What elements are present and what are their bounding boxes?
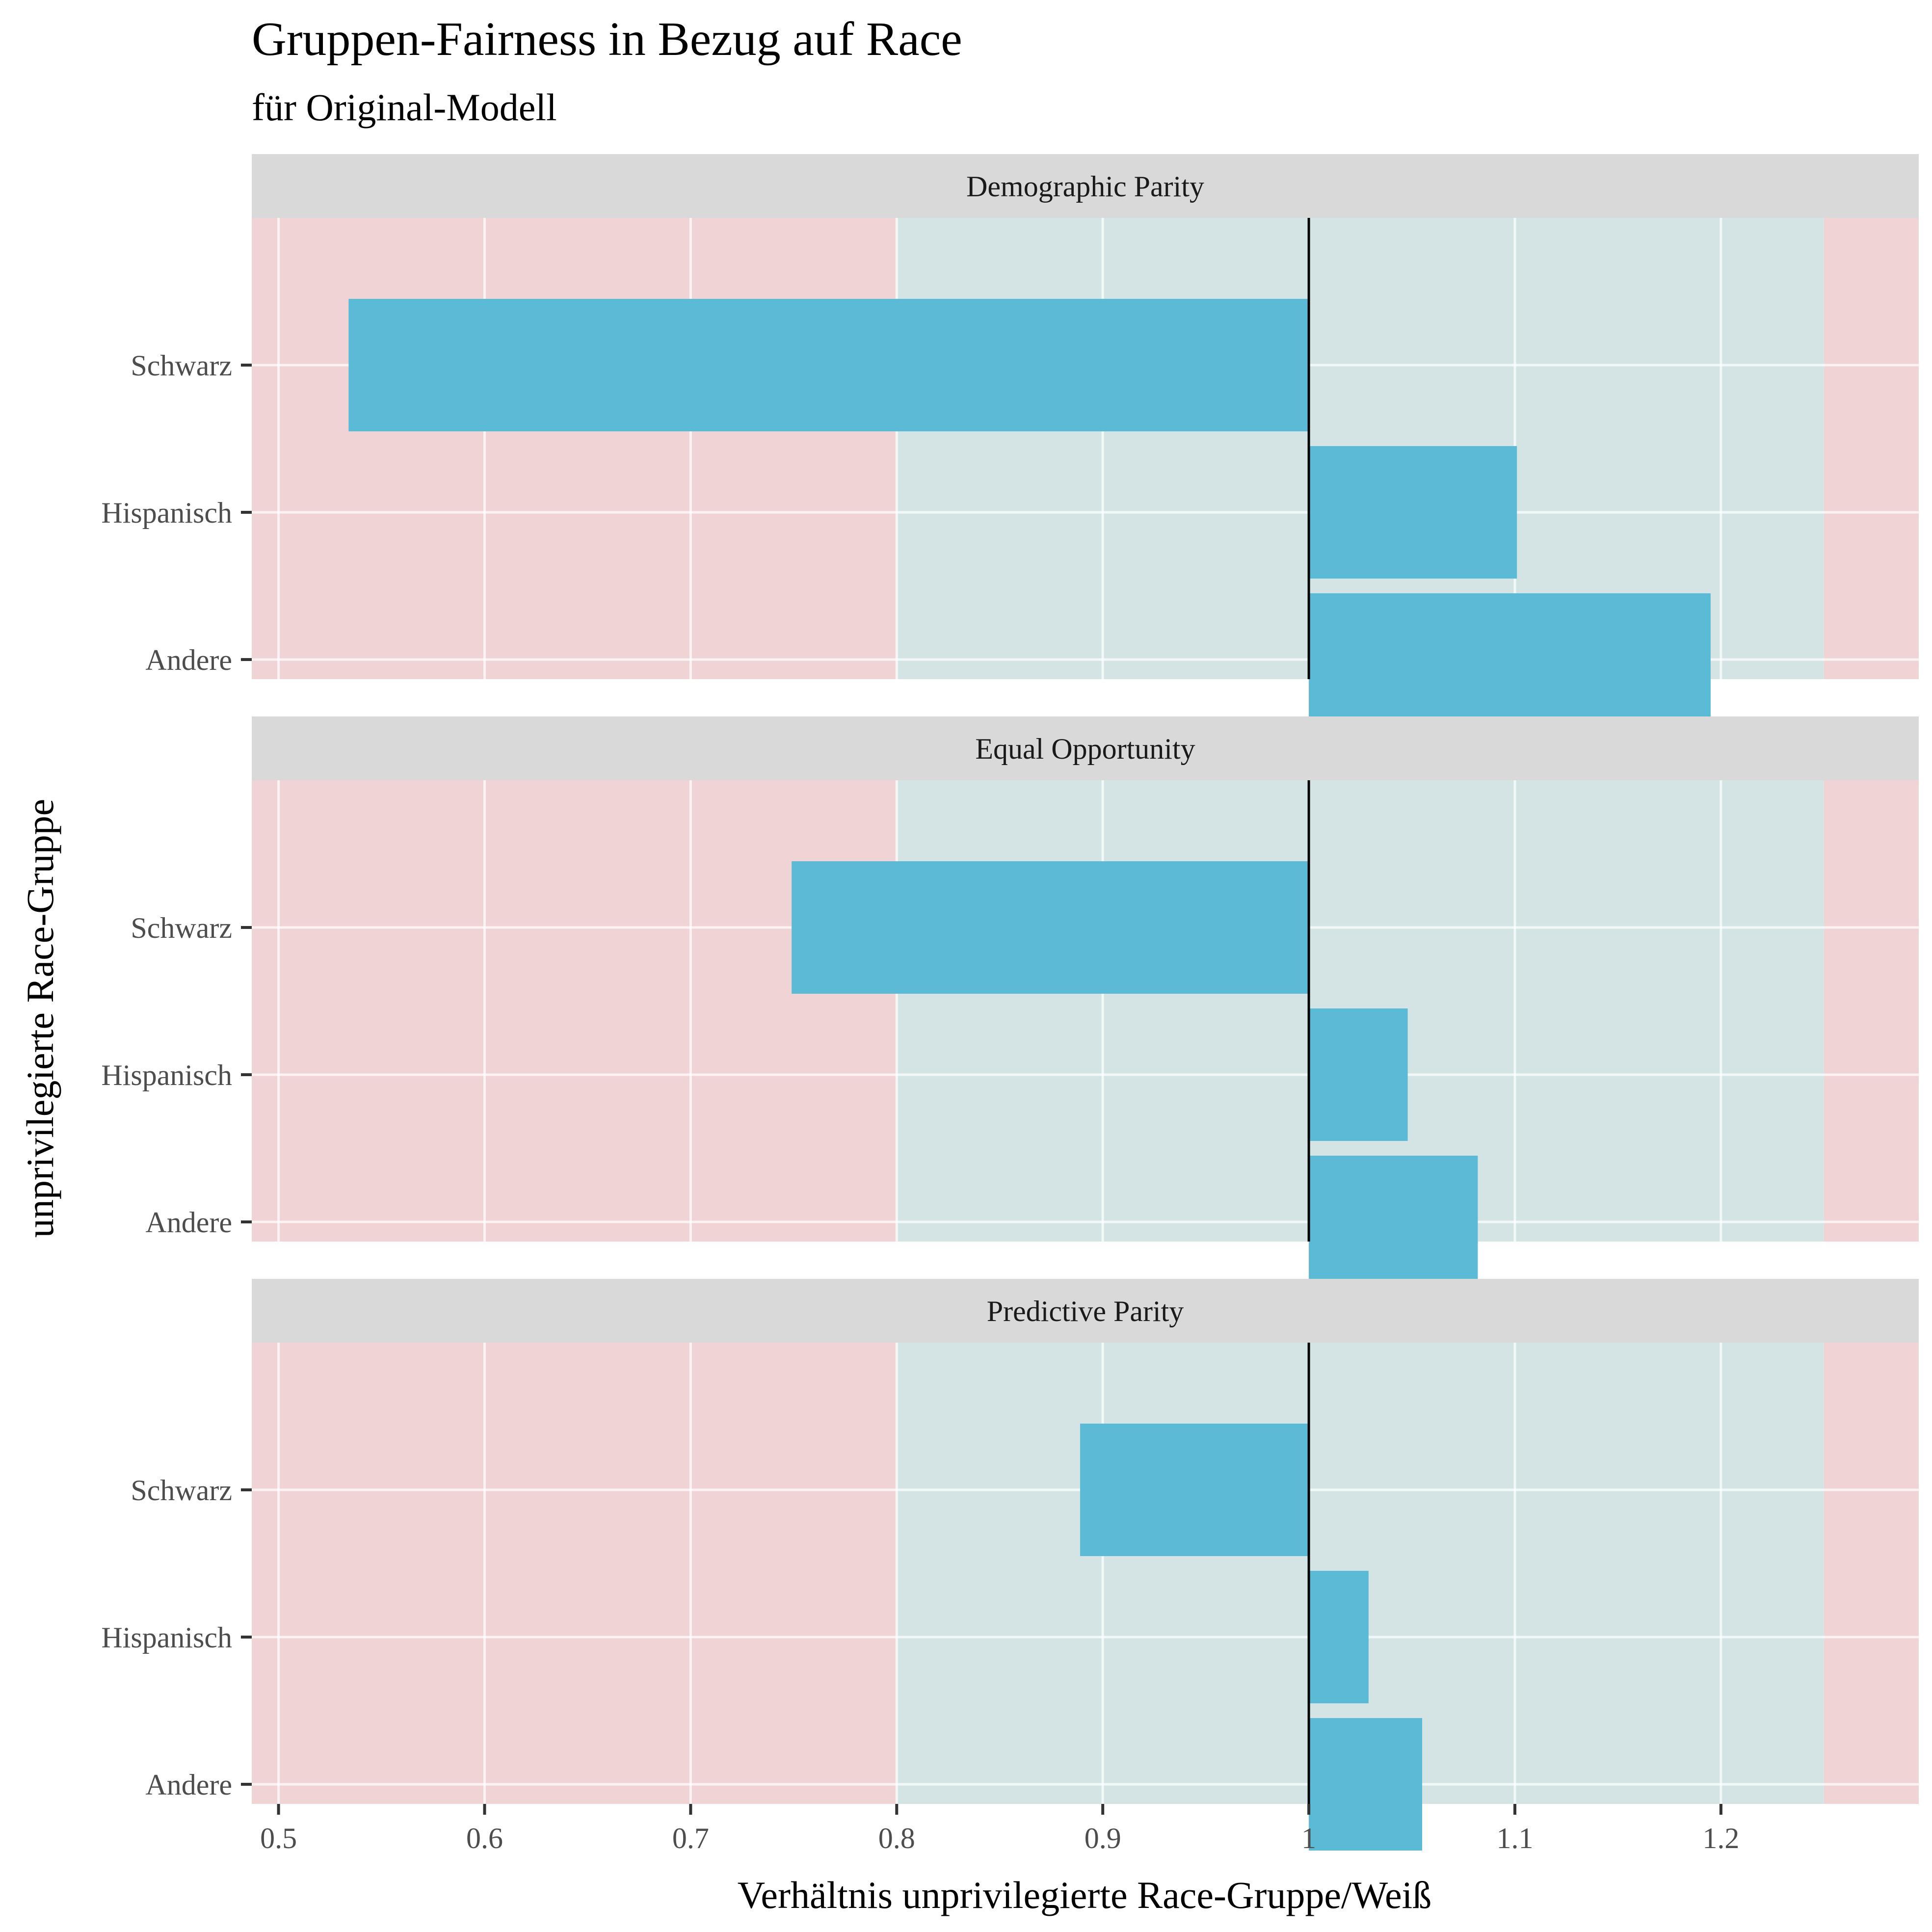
bar (792, 861, 1309, 994)
x-axis: 0.5 0.6 0.7 0.8 0.9 1 1.1 1.2 (260, 1804, 1739, 1854)
unfair-region-high (1824, 1343, 1919, 1804)
y-tick-label: Hispanisch (101, 1621, 232, 1654)
y-axis-title: unprivilegierte Race-Gruppe (19, 799, 61, 1238)
x-tick-label: 1.2 (1702, 1822, 1739, 1854)
y-tick-label: Schwarz (131, 1474, 232, 1507)
bar (1309, 593, 1711, 726)
facet-panel: Demographic Parity Schwarz Hispanisch Ander… (101, 154, 1919, 726)
y-tick-label: Hispanisch (101, 1059, 232, 1091)
y-tick-label: Andere (145, 644, 232, 676)
bar (1309, 446, 1517, 579)
unfair-region-low (252, 780, 897, 1242)
x-tick-label: 0.9 (1085, 1822, 1121, 1854)
facet-panels: Demographic Parity Schwarz Hispanisch Ander… (101, 154, 1919, 1851)
facet-strip-label: Equal Opportunity (975, 733, 1195, 765)
y-tick-label: Andere (145, 1769, 232, 1801)
bar (1309, 1156, 1478, 1288)
bar (1309, 1718, 1423, 1851)
x-tick-label: 1.1 (1496, 1822, 1533, 1854)
facet-strip-label: Predictive Parity (987, 1295, 1184, 1327)
facet-panel: Equal Opportunity Schwarz Hispanisch Andere (101, 716, 1919, 1288)
x-tick-label: 1 (1301, 1822, 1316, 1854)
chart-title: Gruppen-Fairness in Bezug auf Race (252, 13, 962, 66)
y-tick-label: Andere (145, 1206, 232, 1239)
chart-subtitle: für Original-Modell (252, 86, 557, 129)
unfair-region-low (252, 218, 897, 679)
x-tick-label: 0.8 (878, 1822, 915, 1854)
x-tick-label: 0.6 (466, 1822, 503, 1854)
facet-panel: Predictive Parity Schwarz Hispanisch Andere (101, 1279, 1919, 1851)
bar (1309, 1571, 1369, 1703)
y-tick-label: Schwarz (131, 349, 232, 382)
bar (1309, 1008, 1408, 1141)
facet-strip (252, 1279, 1919, 1343)
unfair-region-high (1824, 780, 1919, 1242)
unfair-region-low (252, 1343, 897, 1804)
unfair-region-high (1824, 218, 1919, 679)
y-tick-label: Schwarz (131, 912, 232, 944)
facet-strip (252, 716, 1919, 780)
x-tick-label: 0.7 (672, 1822, 709, 1854)
bar (348, 299, 1309, 431)
facet-strip (252, 154, 1919, 218)
bar (1080, 1424, 1309, 1556)
facet-strip-label: Demographic Parity (966, 170, 1204, 203)
x-axis-title: Verhältnis unprivilegierte Race-Gruppe/W… (738, 1874, 1432, 1916)
y-tick-label: Hispanisch (101, 497, 232, 529)
x-tick-label: 0.5 (260, 1822, 297, 1854)
